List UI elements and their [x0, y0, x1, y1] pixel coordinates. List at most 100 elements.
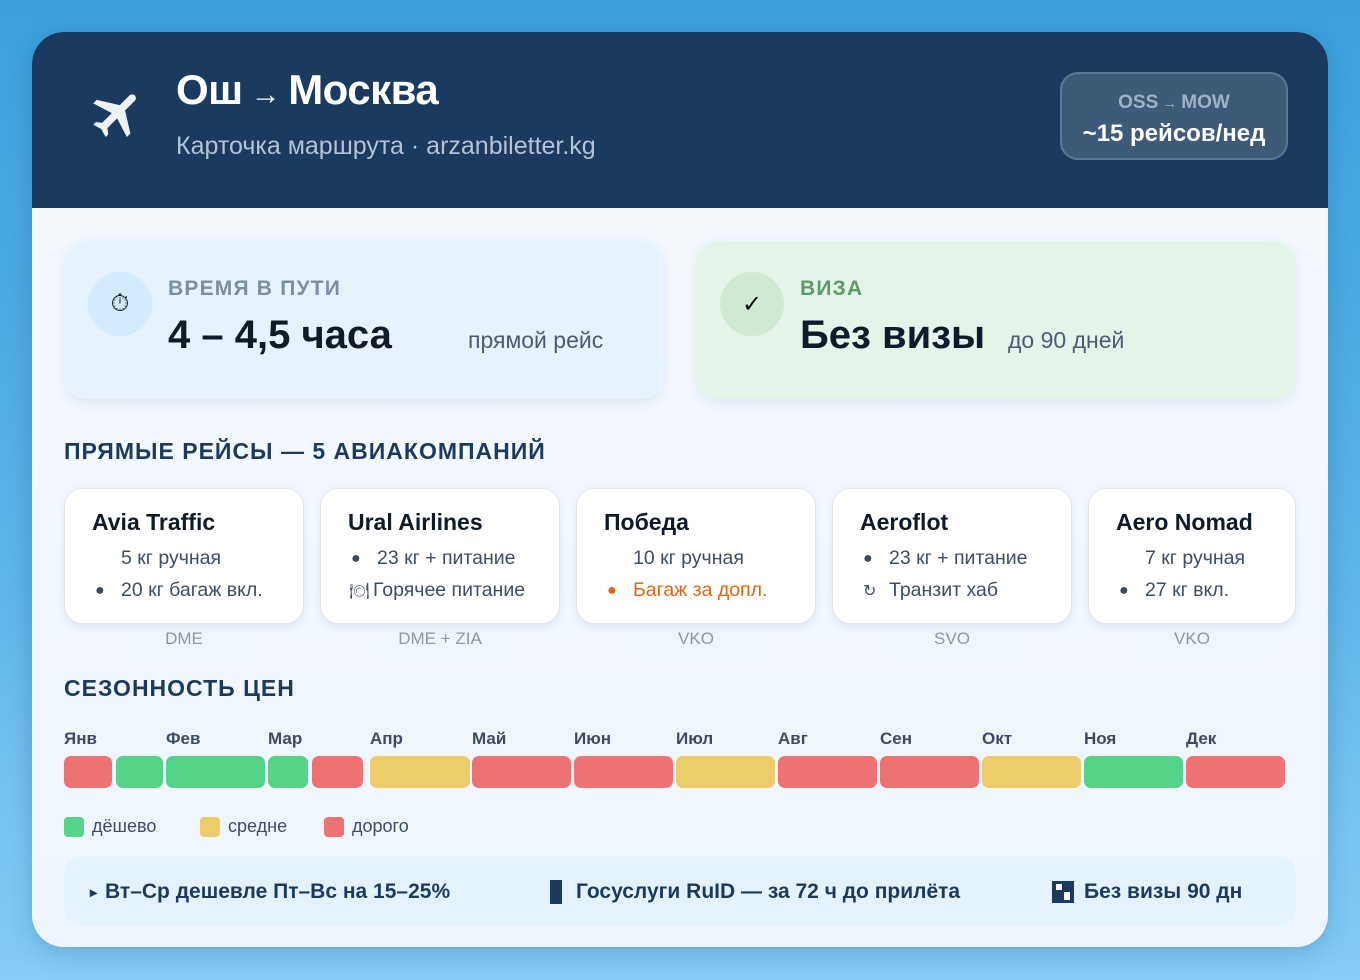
arrow-icon: → — [250, 78, 281, 111]
origin-code: OSS — [1118, 92, 1159, 113]
month-label: Июн — [574, 729, 612, 748]
tip-text: Без визы 90 дн — [1084, 880, 1243, 903]
month-label: Май — [472, 729, 507, 748]
check-icon: ✓ — [720, 272, 784, 336]
airline-feature: 5 кг ручная — [95, 547, 221, 570]
airline-feature: ● 27 кг вкл. — [1119, 579, 1229, 602]
travel-time-value: 4 – 4,5 часа — [168, 313, 392, 357]
season-segment-cheap — [116, 756, 163, 788]
airline-feature: ↻ Транзит хаб — [863, 579, 998, 602]
visa-label: ВИЗА — [800, 277, 864, 300]
season-segment-medium — [676, 756, 775, 788]
travel-time-note: прямой рейс — [468, 327, 604, 353]
legend-swatch — [64, 816, 84, 837]
month-label: Фев — [166, 729, 201, 748]
route-card: Ош → Москва Карточка маршрута · arzanbilet… — [32, 32, 1328, 947]
airline-feature: 10 кг ручная — [607, 547, 744, 570]
month-label: Янв — [64, 729, 97, 748]
airline-name: Aero Nomad — [1116, 509, 1253, 535]
luggage-icon: ● — [351, 549, 361, 567]
tip-weekday-prices: ▸ Вт–Ср дешевле Пт–Вс на 15–25% — [90, 880, 450, 904]
luggage-icon: ● — [1119, 581, 1129, 599]
season-segment-expensive — [64, 756, 112, 788]
airline-name: Ural Airlines — [348, 509, 483, 535]
airline-feature: ● 23 кг + питание — [863, 547, 1028, 570]
airport-codes: OSS → MOW — [1062, 92, 1286, 114]
season-segment-expensive — [778, 756, 877, 788]
feature-text: 5 кг ручная — [121, 547, 222, 569]
transit-icon: ↻ — [863, 582, 877, 600]
airline-card-aero-nomad[interactable]: Aero Nomad 7 кг ручная ● 27 кг вкл. — [1088, 488, 1296, 624]
feature-text: Горячее питание — [373, 579, 526, 601]
route-subtitle: Карточка маршрута · arzanbiletter.kg — [176, 132, 596, 160]
legend-medium: средне — [200, 816, 287, 837]
stopwatch-icon: ⏱ — [88, 272, 152, 336]
legend-cheap: дёшево — [64, 816, 156, 837]
airline-feature: ● 23 кг + питание — [351, 547, 516, 570]
destination-city: Москва — [288, 66, 439, 113]
airport-code: SVO — [934, 629, 970, 648]
feature-text: Багаж за допл. — [633, 579, 768, 601]
feature-text: 10 кг ручная — [633, 547, 744, 569]
bar-icon — [550, 880, 562, 904]
season-segment-expensive — [312, 756, 363, 788]
tip-text: Госуслуги RuID — за 72 ч до прилёта — [576, 880, 961, 903]
legend-label: средне — [228, 816, 288, 836]
triangle-right-icon: ▸ — [90, 883, 98, 900]
airline-card-ural-airlines[interactable]: Ural Airlines ● 23 кг + питание 🍽 Горячее … — [320, 488, 560, 624]
airport-code: DME — [165, 629, 203, 648]
season-segment-medium — [982, 756, 1081, 788]
luggage-icon: ● — [95, 581, 105, 599]
airlines-section-title: ПРЯМЫЕ РЕЙСЫ — 5 АВИАКОМПАНИЙ — [64, 438, 546, 464]
flight-frequency: ~15 рейсов/нед — [1082, 120, 1266, 147]
origin-city: Ош — [176, 66, 243, 113]
month-label: Ноя — [1084, 729, 1117, 748]
season-segment-expensive — [880, 756, 979, 788]
airline-card-aeroflot[interactable]: Aeroflot ● 23 кг + питание ↻ Транзит хаб — [832, 488, 1072, 624]
destination-code: MOW — [1181, 92, 1230, 113]
luggage-icon: ● — [863, 549, 873, 567]
tip-text: Вт–Ср дешевле Пт–Вс на 15–25% — [105, 880, 451, 903]
tips-bar: ▸ Вт–Ср дешевле Пт–Вс на 15–25% Госуслуги… — [64, 856, 1296, 926]
month-label: Апр — [370, 729, 403, 748]
month-label: Дек — [1186, 729, 1217, 748]
airline-card-avia-traffic[interactable]: Avia Traffic 5 кг ручная ● 20 кг багаж вк… — [64, 488, 304, 624]
route-header: Ош → Москва Карточка маршрута · arzanbilet… — [32, 32, 1328, 208]
airline-feature: 🍽 Горячее питание — [349, 579, 525, 602]
airline-name: Avia Traffic — [92, 509, 216, 535]
legend-expensive: дорого — [324, 816, 409, 837]
month-label: Мар — [268, 729, 303, 748]
season-segment-cheap — [1084, 756, 1183, 788]
travel-time-label: ВРЕМЯ В ПУТИ — [168, 277, 342, 300]
airline-card-pobeda[interactable]: Победа 10 кг ручная ● Багаж за допл. — [576, 488, 816, 624]
frequency-badge: OSS → MOW ~15 рейсов/нед — [1060, 72, 1288, 160]
month-label: Сен — [880, 729, 912, 748]
season-segment-medium — [370, 756, 470, 788]
legend-label: дорого — [352, 816, 409, 836]
travel-time-card: ⏱ ВРЕМЯ В ПУТИ 4 – 4,5 часа прямой рейс — [64, 241, 664, 399]
feature-text: 20 кг багаж вкл. — [121, 579, 263, 601]
legend-swatch — [324, 816, 344, 837]
airplane-icon — [93, 94, 136, 137]
season-segment-cheap — [268, 756, 308, 788]
airline-feature: ● 20 кг багаж вкл. — [95, 579, 263, 602]
airport-code: DME + ZIA — [398, 629, 482, 648]
route-title: Ош → Москва — [176, 66, 439, 114]
airline-feature: 7 кг ручная — [1119, 547, 1245, 570]
legend-label: дёшево — [92, 816, 157, 836]
arrow-icon: → — [1162, 95, 1178, 112]
visa-value: Без визы — [800, 313, 986, 357]
tip-gosuslugi: Госуслуги RuID — за 72 ч до прилёта — [550, 880, 960, 904]
feature-text: Транзит хаб — [889, 579, 999, 601]
luggage-icon: ● — [607, 581, 617, 599]
feature-text: 27 кг вкл. — [1145, 579, 1230, 601]
season-segment-expensive — [574, 756, 673, 788]
airport-code: VKO — [678, 629, 714, 648]
month-label: Июл — [676, 729, 714, 748]
month-label: Авг — [778, 729, 808, 748]
airline-name: Aeroflot — [860, 509, 949, 535]
season-segment-expensive — [1186, 756, 1285, 788]
month-label: Окт — [982, 729, 1013, 748]
passport-icon — [1052, 881, 1074, 903]
feature-text: 23 кг + питание — [377, 547, 516, 569]
